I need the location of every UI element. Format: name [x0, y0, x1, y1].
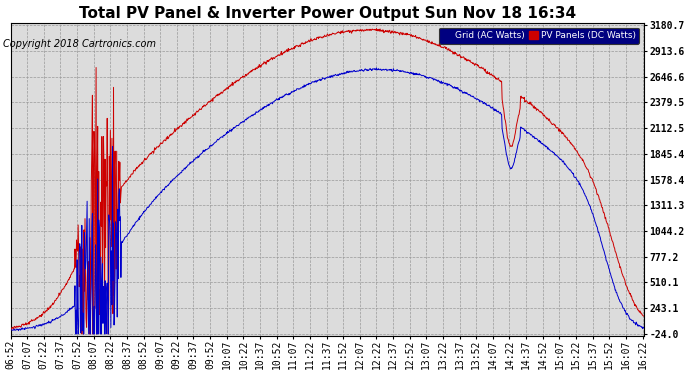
Text: Copyright 2018 Cartronics.com: Copyright 2018 Cartronics.com	[3, 39, 157, 50]
Title: Total PV Panel & Inverter Power Output Sun Nov 18 16:34: Total PV Panel & Inverter Power Output S…	[79, 6, 575, 21]
Legend: Grid (AC Watts), PV Panels (DC Watts): Grid (AC Watts), PV Panels (DC Watts)	[439, 28, 639, 44]
